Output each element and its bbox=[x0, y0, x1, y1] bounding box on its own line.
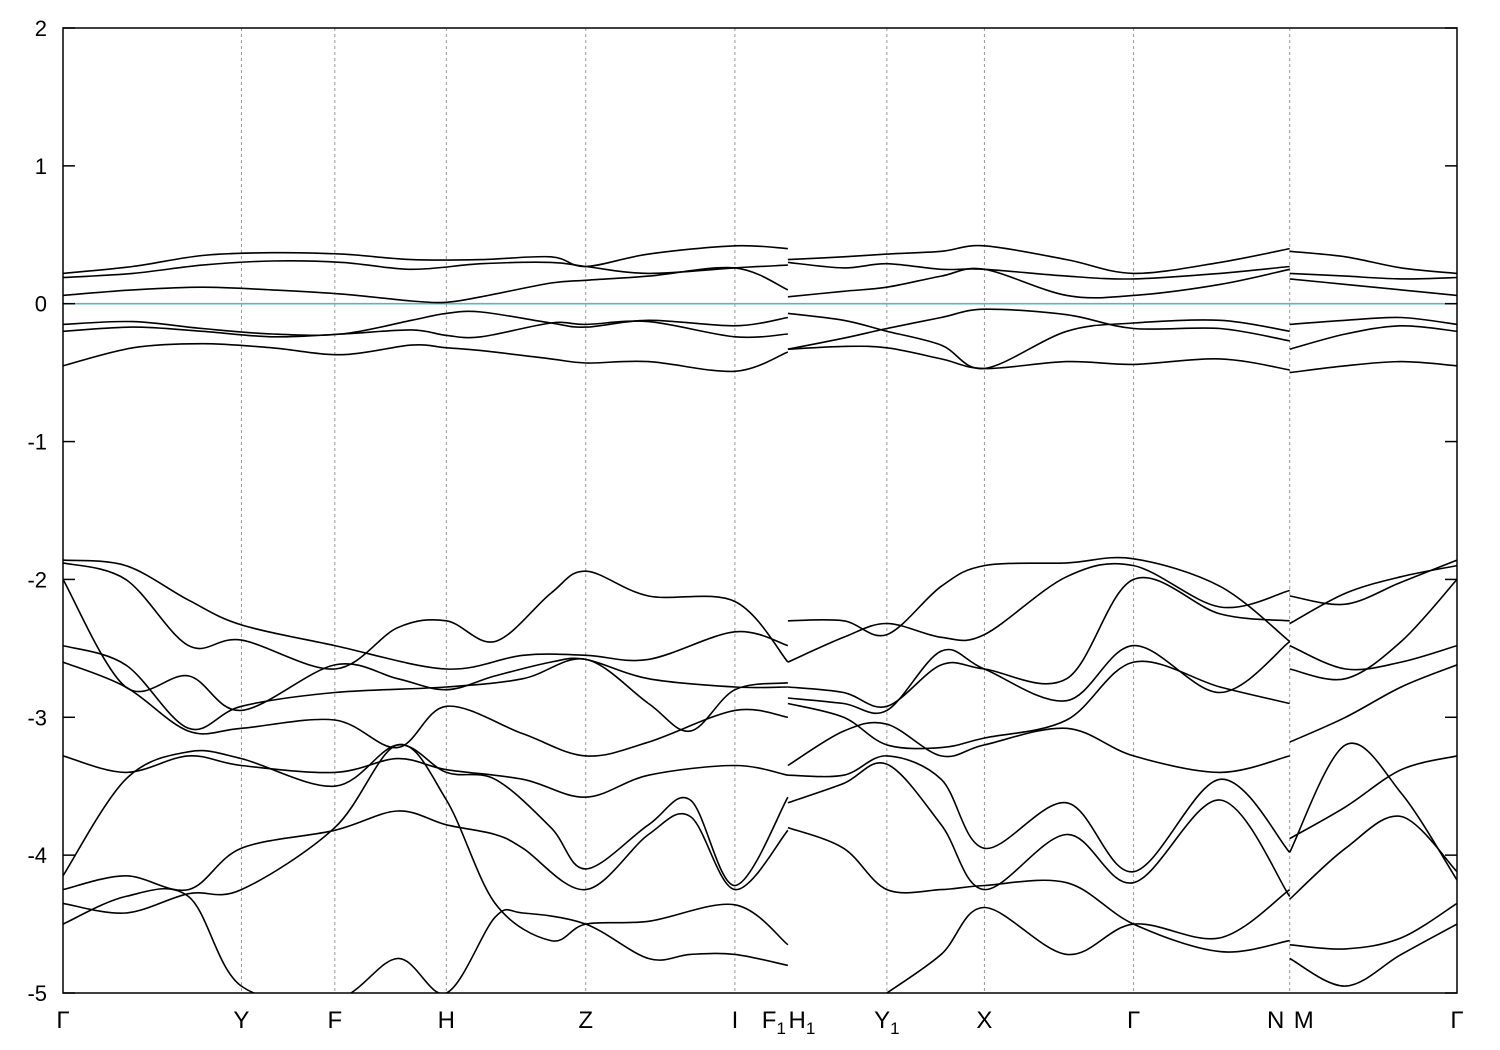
band-line bbox=[63, 888, 789, 993]
y-tick-label: 0 bbox=[35, 292, 47, 317]
kpoint-label: I bbox=[732, 1007, 739, 1034]
band-line bbox=[787, 755, 1291, 873]
band-line bbox=[787, 562, 1290, 663]
band-line bbox=[1289, 360, 1457, 374]
band-line bbox=[787, 345, 1290, 371]
y-tick-label: -3 bbox=[27, 705, 47, 730]
kpoint-label: F1 bbox=[762, 1007, 786, 1038]
band-line bbox=[886, 888, 1291, 993]
band-line bbox=[1289, 559, 1457, 606]
kpoint-label: H1 bbox=[788, 1007, 815, 1038]
band-line bbox=[63, 244, 788, 275]
y-tick-label: -5 bbox=[27, 981, 47, 1006]
band-line bbox=[1289, 272, 1457, 280]
band-line bbox=[787, 576, 1290, 708]
band-line bbox=[63, 755, 789, 799]
band-line bbox=[1289, 250, 1457, 275]
kpoint-label: Γ bbox=[56, 1007, 69, 1034]
band-line bbox=[63, 743, 789, 946]
band-line bbox=[1289, 316, 1457, 326]
band-line bbox=[1289, 755, 1457, 840]
kpoint-label: X bbox=[976, 1007, 992, 1034]
kpoint-label: M bbox=[1294, 1007, 1314, 1034]
band-line bbox=[1289, 564, 1457, 625]
band-line bbox=[1289, 664, 1457, 743]
band-line bbox=[63, 266, 789, 304]
band-line bbox=[787, 556, 1291, 643]
y-tick-label: -2 bbox=[27, 567, 47, 592]
band-line bbox=[787, 826, 1290, 953]
kpoint-label: N bbox=[1267, 1007, 1284, 1034]
band-lines bbox=[63, 244, 1457, 993]
y-tick-label: 2 bbox=[35, 16, 47, 41]
band-line bbox=[63, 644, 789, 732]
band-line bbox=[63, 744, 789, 887]
kpoint-label: Y bbox=[233, 1007, 249, 1034]
band-line bbox=[1289, 644, 1457, 671]
band-line bbox=[1289, 923, 1457, 987]
plot-frame bbox=[62, 27, 1458, 994]
band-line bbox=[1289, 815, 1457, 900]
y-tick-label: -4 bbox=[27, 843, 47, 868]
band-line bbox=[1289, 902, 1457, 950]
y-tick-label: 1 bbox=[35, 154, 47, 179]
kpoint-label: Y1 bbox=[874, 1007, 899, 1038]
band-line bbox=[787, 640, 1291, 715]
band-line bbox=[787, 312, 1290, 370]
kpoint-label: Z bbox=[578, 1007, 593, 1034]
band-line bbox=[63, 310, 789, 337]
band-line bbox=[63, 810, 789, 892]
band-line bbox=[787, 267, 1290, 299]
band-line bbox=[787, 660, 1290, 750]
band-line bbox=[1289, 324, 1457, 350]
band-line bbox=[63, 578, 788, 712]
y-tick-label: -1 bbox=[27, 430, 47, 455]
kpoint-label: Γ bbox=[1127, 1007, 1140, 1034]
kpoint-label: Γ bbox=[1450, 1007, 1463, 1034]
band-line bbox=[63, 320, 788, 339]
kpoint-label: H bbox=[438, 1007, 455, 1034]
band-line bbox=[787, 721, 1290, 774]
band-line bbox=[787, 308, 1290, 350]
band-line bbox=[63, 562, 789, 670]
band-line bbox=[63, 661, 789, 757]
kpoint-label: F bbox=[327, 1007, 342, 1034]
y-axis-ticks: -5 -4 -3 -2 -1 0 1 2 bbox=[27, 16, 1457, 1006]
band-line bbox=[787, 244, 1290, 275]
band-line bbox=[63, 260, 788, 279]
band-line bbox=[1288, 742, 1457, 881]
band-line bbox=[63, 559, 789, 670]
band-line bbox=[1289, 578, 1457, 681]
x-axis-kpoint-labels: Γ Y F H Z I F1 H1 Y1 X Γ N M Γ bbox=[56, 1007, 1463, 1038]
vertical-grid bbox=[240, 28, 1291, 993]
band-line bbox=[1289, 278, 1457, 297]
band-line bbox=[787, 761, 1291, 897]
band-line bbox=[63, 342, 789, 373]
band-line bbox=[787, 261, 1290, 280]
